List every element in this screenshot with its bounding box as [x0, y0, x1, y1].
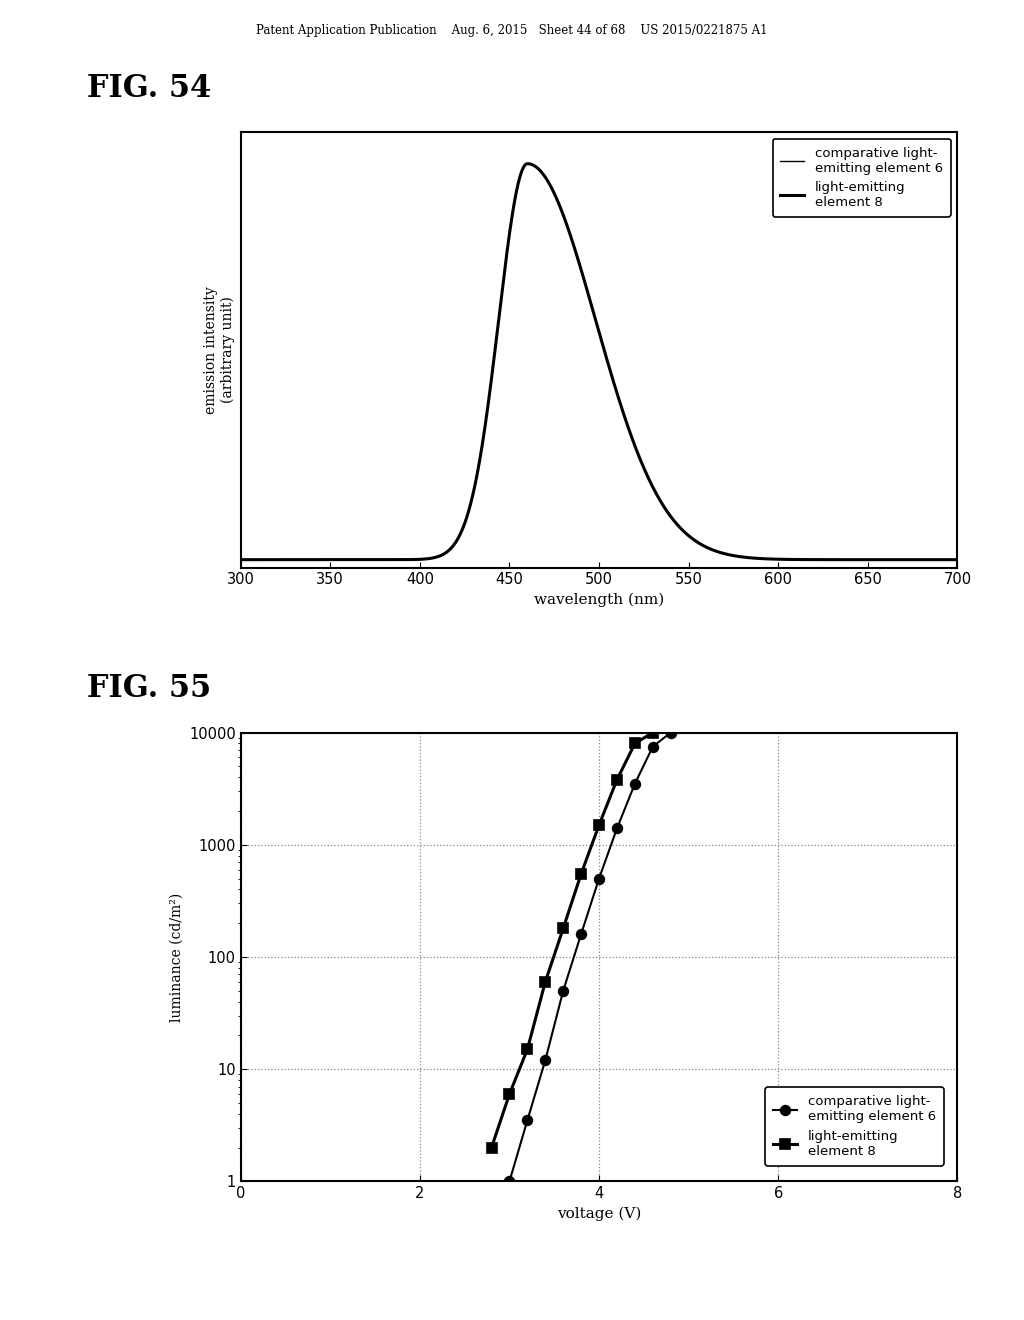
light-emitting
element 8 [503, 1086, 515, 1102]
Line: light-emitting
element 8: light-emitting element 8 [486, 727, 657, 1152]
light-emitting
element 8 [521, 1041, 534, 1057]
Y-axis label: luminance (cd/m²): luminance (cd/m²) [170, 892, 183, 1022]
light-emitting
element 8 [574, 866, 587, 882]
comparative light-
emitting element 6 [629, 776, 641, 792]
X-axis label: voltage (V): voltage (V) [557, 1206, 641, 1221]
comparative light-
emitting element 6 [647, 739, 659, 755]
Legend: comparative light-
emitting element 6, light-emitting
element 8: comparative light- emitting element 6, l… [772, 139, 951, 216]
light-emitting
element 8 [593, 817, 605, 833]
light-emitting
element 8 [647, 725, 659, 741]
light-emitting
element 8 [610, 772, 623, 788]
comparative light-
emitting element 6 [574, 927, 587, 942]
comparative light-
emitting element 6 [593, 871, 605, 887]
Text: Patent Application Publication    Aug. 6, 2015   Sheet 44 of 68    US 2015/02218: Patent Application Publication Aug. 6, 2… [256, 24, 768, 37]
Line: comparative light-
emitting element 6: comparative light- emitting element 6 [505, 727, 676, 1187]
comparative light-
emitting element 6 [665, 725, 677, 741]
Text: FIG. 55: FIG. 55 [87, 673, 211, 704]
comparative light-
emitting element 6 [521, 1113, 534, 1129]
comparative light-
emitting element 6 [610, 821, 623, 837]
comparative light-
emitting element 6 [539, 1052, 551, 1068]
comparative light-
emitting element 6 [503, 1173, 515, 1189]
light-emitting
element 8 [629, 735, 641, 751]
Y-axis label: emission intensity
(arbitrary unit): emission intensity (arbitrary unit) [205, 286, 236, 413]
Legend: comparative light-
emitting element 6, light-emitting
element 8: comparative light- emitting element 6, l… [765, 1088, 944, 1166]
light-emitting
element 8 [485, 1139, 498, 1155]
light-emitting
element 8 [539, 974, 551, 990]
Text: FIG. 54: FIG. 54 [87, 73, 211, 103]
comparative light-
emitting element 6 [557, 983, 569, 999]
light-emitting
element 8 [557, 920, 569, 936]
X-axis label: wavelength (nm): wavelength (nm) [534, 593, 665, 607]
